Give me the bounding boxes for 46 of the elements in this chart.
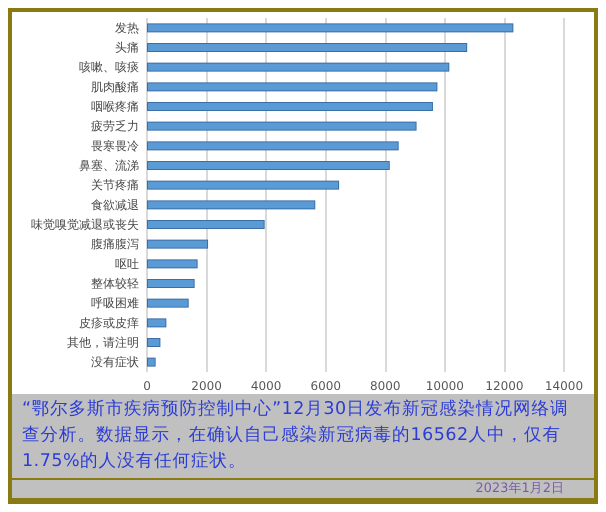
y-tick-label: 畏寒畏冷 [91, 138, 139, 153]
bar [147, 141, 399, 150]
x-tick-label: 14000 [544, 379, 584, 393]
y-tick-label: 咳嗽、咳痰 [79, 60, 139, 74]
text: “鄂尔多斯市疾病预防控制中心”12月30日发布新冠感染情况网络调查分析。数据显示，在确认自己感染新冠病毒的16562人中，仅有1.75%的人没有任何症状。 [22, 398, 570, 473]
bar [147, 43, 468, 52]
y-tick-label: 其他，请注明 [67, 336, 139, 350]
y-tick-label: 呼吸困难 [91, 296, 139, 310]
bar [147, 161, 390, 170]
bar [147, 82, 438, 92]
y-tick-label: 皮疹或皮痒 [79, 316, 139, 330]
x-tick-label: 12000 [485, 379, 524, 393]
y-tick-label: 腹痛腹泻 [91, 237, 139, 252]
bar [147, 318, 166, 328]
bar [147, 358, 156, 367]
bar [147, 23, 514, 32]
bar [147, 62, 450, 72]
x-tick-label: 0 [143, 379, 151, 393]
y-tick-label: 味觉嗅觉减退或丧失 [31, 218, 139, 232]
x-tick-label: 2000 [191, 379, 222, 393]
bar [147, 180, 340, 190]
bar [147, 240, 208, 249]
x-tick-label: 6000 [310, 379, 341, 393]
y-tick-label: 整体较轻 [91, 276, 139, 290]
y-tick-label: 头痛 [115, 40, 139, 54]
y-tick-label: 疲劳乏力 [91, 119, 139, 134]
y-tick-label: 鼻塞、流涕 [79, 158, 139, 172]
bar [147, 298, 189, 308]
text: 2023年1月2日 [12, 478, 594, 498]
y-tick-label: 没有症状 [91, 355, 139, 370]
bar [147, 259, 198, 268]
bar [147, 279, 195, 288]
y-tick-label: 肌肉酸痛 [91, 80, 139, 94]
y-tick-label: 发热 [115, 20, 139, 35]
bar [147, 220, 265, 229]
y-tick-label: 食欲减退 [91, 198, 139, 212]
y-tick-label: 呕吐 [115, 256, 139, 271]
x-tick-label: 8000 [370, 379, 401, 393]
y-tick-label: 咽喉疼痛 [91, 100, 139, 114]
bar [147, 102, 433, 111]
bar [147, 338, 160, 347]
x-tick-label: 4000 [250, 379, 282, 393]
y-tick-label: 关节疼痛 [91, 178, 139, 192]
bar [147, 122, 417, 131]
bar [147, 200, 316, 210]
x-tick-label: 10000 [426, 379, 464, 393]
